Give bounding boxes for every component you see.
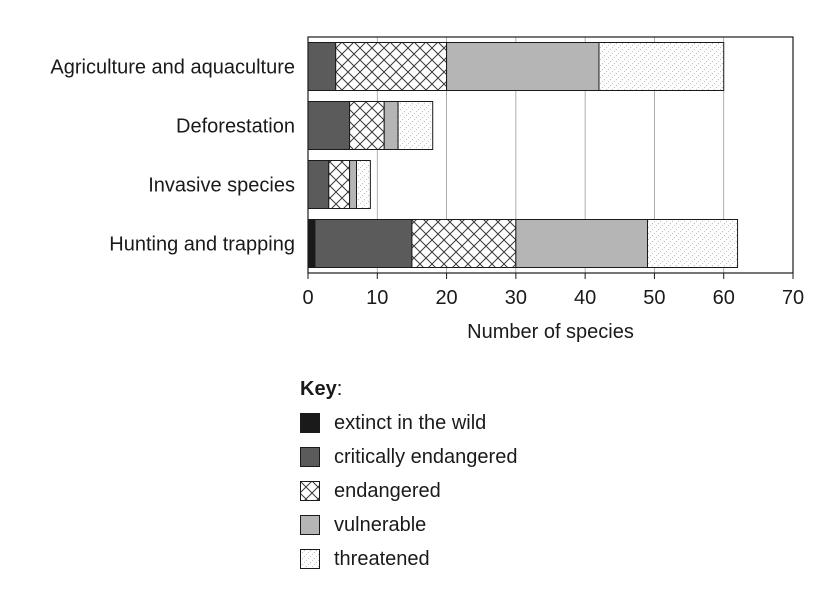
bar-segment xyxy=(446,42,600,91)
legend-label: endangered xyxy=(334,479,441,502)
legend-item: vulnerable xyxy=(300,508,517,542)
x-tick-label: 20 xyxy=(435,287,457,309)
legend-swatch xyxy=(300,413,320,433)
x-axis-ticks: 0 10 20 30 40 50 60 70 xyxy=(302,273,804,309)
bar-segment xyxy=(515,219,648,268)
legend-swatch xyxy=(300,481,320,501)
bar-segment xyxy=(328,160,351,209)
x-tick-label: 50 xyxy=(643,287,665,309)
bar-segment xyxy=(349,101,385,150)
legend: Key: extinct in the wild critically endan… xyxy=(300,376,517,576)
x-tick-label: 70 xyxy=(782,287,804,309)
bar-segment xyxy=(598,42,725,91)
bars xyxy=(307,42,739,268)
legend-item: endangered xyxy=(300,474,517,508)
bar-segment xyxy=(314,219,413,268)
category-labels: Agriculture and aquaculture Deforestation… xyxy=(50,57,295,256)
x-tick-label: 0 xyxy=(302,287,313,309)
bar-segment xyxy=(356,160,371,209)
x-tick-label: 60 xyxy=(713,287,735,309)
bar-segment xyxy=(307,42,337,91)
bar-segment xyxy=(397,101,434,150)
legend-swatch xyxy=(300,447,320,467)
legend-label: vulnerable xyxy=(334,513,427,536)
legend-item: critically endangered xyxy=(300,440,517,474)
category-label: Hunting and trapping xyxy=(109,234,295,256)
legend-label: critically endangered xyxy=(334,445,518,468)
legend-title: Key: xyxy=(300,376,517,402)
legend-label: extinct in the wild xyxy=(334,411,487,434)
bar-segment xyxy=(411,219,517,268)
stacked-bar-chart: Agriculture and aquaculture Deforestation… xyxy=(50,36,804,343)
legend-items: extinct in the wild critically endangered… xyxy=(300,406,517,576)
bar-segment xyxy=(335,42,448,91)
bar-segment xyxy=(307,219,316,268)
legend-swatch xyxy=(300,549,320,569)
bar-segment xyxy=(307,160,330,209)
bar-segment xyxy=(383,101,399,150)
x-axis-title: Number of species xyxy=(467,321,634,343)
category-label: Invasive species xyxy=(148,175,295,197)
category-label: Agriculture and aquaculture xyxy=(50,57,295,79)
legend-title-colon: : xyxy=(336,378,343,400)
legend-label: threatened xyxy=(334,547,430,570)
plot-area-frame xyxy=(307,36,794,274)
legend-title-text: Key xyxy=(300,378,337,400)
bar-segment xyxy=(349,160,358,209)
x-tick-label: 30 xyxy=(505,287,527,309)
category-label: Deforestation xyxy=(176,116,295,138)
bar-segment xyxy=(307,101,351,150)
x-tick-label: 40 xyxy=(574,287,596,309)
legend-swatch xyxy=(300,515,320,535)
legend-item: threatened xyxy=(300,542,517,576)
x-tick-label: 10 xyxy=(366,287,388,309)
bar-segment xyxy=(647,219,739,268)
legend-item: extinct in the wild xyxy=(300,406,517,440)
